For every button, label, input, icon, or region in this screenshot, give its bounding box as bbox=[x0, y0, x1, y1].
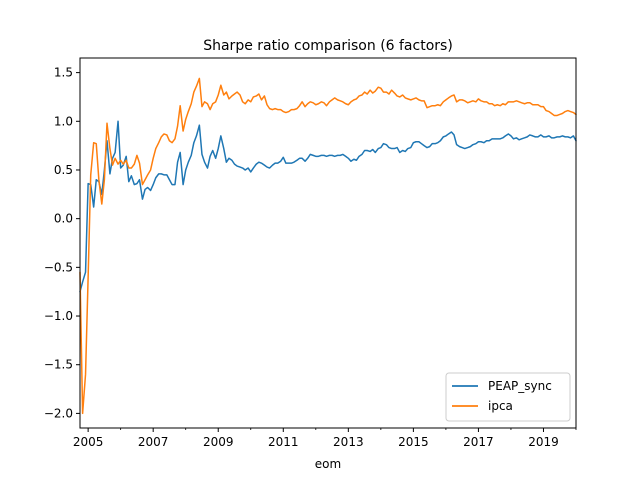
x-tick-label: 2019 bbox=[528, 435, 559, 449]
plot-area bbox=[79, 57, 577, 429]
y-tick-label: 0.0 bbox=[54, 212, 73, 226]
x-tick-label: 2017 bbox=[463, 435, 494, 449]
legend-label-ipca: ipca bbox=[488, 399, 513, 413]
y-tick-label: −1.5 bbox=[44, 358, 73, 372]
x-tick-label: 2011 bbox=[268, 435, 299, 449]
series-line-ipca bbox=[79, 77, 577, 415]
x-tick-label: 2009 bbox=[203, 435, 234, 449]
legend: PEAP_sync ipca bbox=[445, 372, 571, 422]
legend-box bbox=[445, 372, 571, 422]
x-axis: 2005 2007 2009 2011 2013 2015 2017 2019 bbox=[73, 428, 577, 449]
chart-title: Sharpe ratio comparison (6 factors) bbox=[203, 38, 453, 54]
x-tick-label: 2013 bbox=[333, 435, 364, 449]
x-axis-label: eom bbox=[315, 457, 341, 471]
y-tick-label: −0.5 bbox=[44, 260, 73, 274]
y-tick-label: 1.0 bbox=[54, 114, 73, 128]
y-tick-label: −2.0 bbox=[44, 406, 73, 420]
y-tick-label: 1.5 bbox=[54, 66, 73, 80]
x-tick-label: 2005 bbox=[73, 435, 104, 449]
series-layer bbox=[79, 77, 577, 415]
y-tick-label: −1.0 bbox=[44, 309, 73, 323]
x-tick-label: 2007 bbox=[138, 435, 169, 449]
legend-label-peap-sync: PEAP_sync bbox=[488, 379, 552, 393]
y-tick-label: 0.5 bbox=[54, 163, 73, 177]
x-tick-label: 2015 bbox=[398, 435, 429, 449]
series-line-peap-sync bbox=[79, 120, 577, 293]
axes-frame bbox=[79, 57, 577, 429]
y-axis: −2.0 −1.5 −1.0 −0.5 0.0 0.5 1.0 1.5 bbox=[44, 66, 80, 420]
